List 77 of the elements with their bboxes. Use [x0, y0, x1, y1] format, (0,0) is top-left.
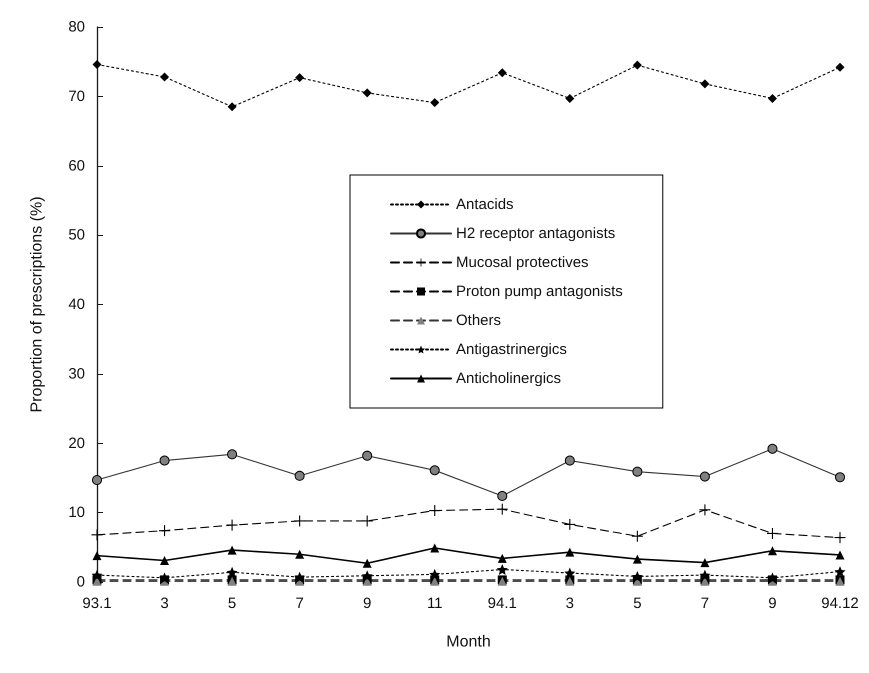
- point: [496, 504, 508, 515]
- point: [768, 94, 777, 103]
- x-tick-label: 11: [426, 595, 443, 612]
- point: [767, 444, 778, 454]
- legend-label: Others: [456, 312, 502, 329]
- point: [836, 550, 844, 560]
- y-tick-label: 70: [68, 88, 85, 105]
- x-tick-label: 7: [700, 595, 710, 612]
- point: [160, 72, 170, 82]
- point: [768, 546, 777, 556]
- x-tick-label: 7: [295, 595, 304, 612]
- point: [362, 558, 372, 568]
- point: [699, 570, 710, 581]
- point: [766, 572, 778, 584]
- point: [92, 60, 102, 69]
- point: [632, 60, 642, 70]
- point: [836, 62, 844, 72]
- y-tick-label: 10: [68, 504, 85, 522]
- y-tick-label: 0: [76, 574, 85, 590]
- x-tick-label: 94.12: [821, 595, 859, 612]
- point: [429, 505, 440, 516]
- point: [362, 88, 372, 98]
- y-tick-label: 40: [68, 296, 85, 313]
- point: [160, 556, 170, 565]
- x-tick-label: 3: [160, 595, 169, 612]
- point: [565, 94, 574, 103]
- point: [632, 466, 642, 477]
- point: [700, 558, 710, 568]
- x-tick-label: 9: [363, 595, 372, 612]
- point: [632, 570, 643, 582]
- point: [498, 554, 507, 563]
- point: [159, 572, 170, 584]
- point: [564, 456, 575, 466]
- point: [429, 568, 440, 580]
- point: [160, 456, 170, 466]
- y-axis-title: Proportion of prescriptions (%): [28, 196, 46, 413]
- point: [632, 530, 643, 542]
- point: [362, 450, 372, 461]
- point: [92, 475, 102, 486]
- point: [700, 79, 710, 88]
- point: [565, 548, 574, 557]
- x-tick-label: 5: [633, 595, 642, 612]
- x-tick-label: 94.1: [488, 595, 517, 612]
- legend-label: Anticholinergics: [456, 370, 562, 387]
- point: [295, 550, 304, 559]
- point: [228, 546, 237, 555]
- point: [294, 470, 305, 481]
- point: [430, 98, 440, 108]
- y-tick-label: 20: [68, 434, 85, 452]
- point: [498, 68, 507, 78]
- point: [497, 490, 508, 501]
- x-tick-label: 3: [566, 595, 574, 612]
- x-tick-label: 5: [228, 595, 236, 612]
- point: [496, 564, 508, 576]
- point: [92, 551, 102, 560]
- legend-label: Antigastrinergics: [456, 341, 567, 358]
- point: [632, 554, 642, 564]
- point: [228, 102, 237, 112]
- x-axis-title: Month: [446, 634, 491, 650]
- legend-label: Mucosal protectives: [456, 254, 589, 271]
- point: [430, 544, 440, 553]
- y-tick-label: 60: [68, 157, 85, 174]
- x-tick-label: 9: [768, 595, 777, 612]
- y-tick-label: 30: [68, 365, 85, 382]
- point: [835, 472, 845, 482]
- legend-label: Antacids: [456, 196, 514, 213]
- point: [294, 572, 306, 583]
- legend-label: Proton pump antagonists: [456, 283, 623, 300]
- point: [430, 465, 440, 476]
- point: [227, 449, 238, 460]
- x-tick-label: 93.1: [82, 595, 112, 612]
- point: [362, 570, 373, 582]
- y-tick-label: 50: [68, 226, 85, 244]
- point: [295, 73, 304, 82]
- y-tick-label: 80: [68, 18, 85, 36]
- point: [700, 472, 710, 482]
- legend-label: H2 receptor antagonists: [456, 225, 616, 242]
